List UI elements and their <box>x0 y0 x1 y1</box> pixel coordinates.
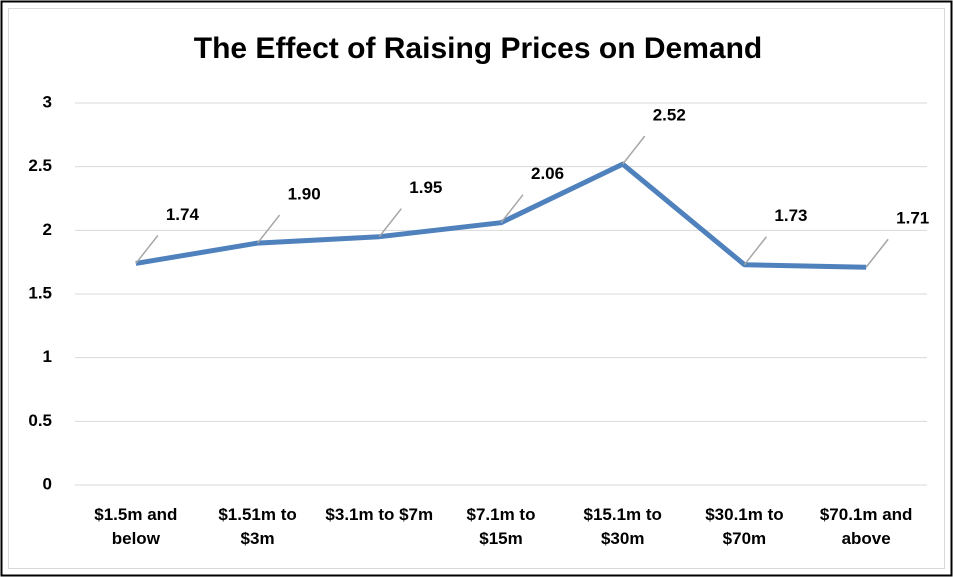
leader-line <box>378 208 402 238</box>
leader-line <box>622 135 646 165</box>
x-tick-label: $1.51m to $3m <box>218 505 297 548</box>
leader-line <box>500 194 524 224</box>
leader-line <box>743 236 768 266</box>
plot-frame <box>8 8 945 569</box>
leader-line <box>865 238 889 268</box>
leader-line <box>135 234 159 264</box>
x-tick-label: $3.1m to $7m <box>325 505 434 524</box>
x-tick-label: $7.1m to $15m <box>466 505 536 548</box>
data-label: 1.73 <box>774 206 807 225</box>
x-tick-label: $1.5m and below <box>94 505 178 548</box>
data-label: 1.90 <box>288 185 321 204</box>
x-tick-label: $15.1m to $30m <box>583 505 662 548</box>
y-tick-label: 0.5 <box>28 411 52 430</box>
y-tick-label: 2.5 <box>28 156 52 175</box>
y-tick-label: 1.5 <box>28 283 52 302</box>
data-label: 2.06 <box>531 164 564 183</box>
data-label: 2.52 <box>653 106 686 125</box>
data-label: 1.74 <box>166 205 200 224</box>
data-label: 1.71 <box>896 209 929 228</box>
x-tick-label: $70.1m and above <box>819 505 913 548</box>
y-tick-label: 1 <box>43 347 52 366</box>
y-tick-label: 2 <box>43 220 52 239</box>
x-tick-label: $30.1m to $70m <box>705 505 784 548</box>
y-tick-label: 0 <box>43 474 52 493</box>
chart-title: The Effect of Raising Prices on Demand <box>194 32 762 65</box>
data-label: 1.95 <box>409 178 442 197</box>
leader-line <box>256 214 281 244</box>
y-tick-label: 3 <box>43 92 52 111</box>
